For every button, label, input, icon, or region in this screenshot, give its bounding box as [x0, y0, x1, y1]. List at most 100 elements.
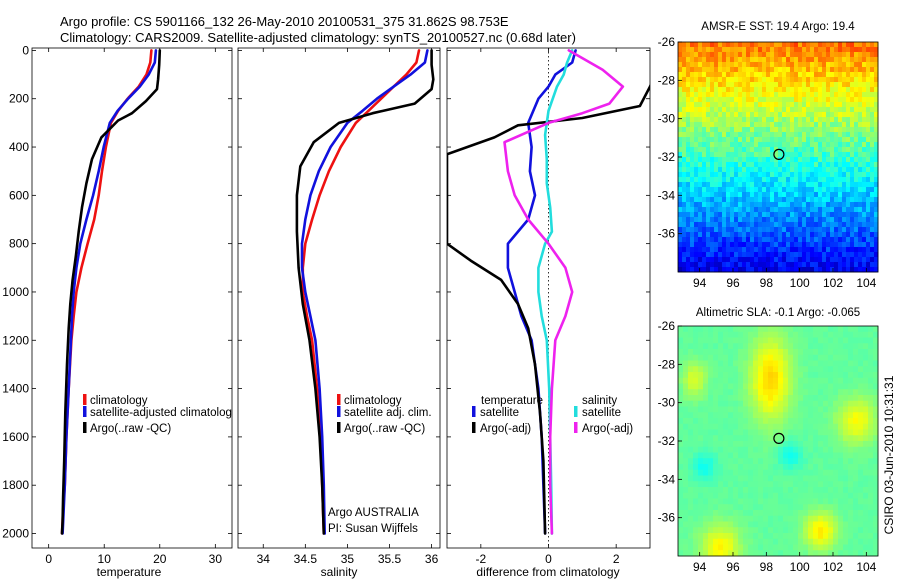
map-cell — [873, 423, 879, 430]
map-cell — [723, 429, 729, 436]
map-cell — [678, 400, 684, 407]
map-cell — [818, 122, 823, 128]
map-cell — [714, 77, 719, 83]
map-cell — [726, 187, 731, 193]
map-cell — [788, 326, 794, 333]
map-cell — [686, 262, 691, 268]
map-cell — [814, 242, 819, 248]
map-cell — [798, 527, 804, 534]
map-cell — [710, 267, 715, 273]
map-cell — [850, 102, 855, 108]
map-cell — [788, 354, 794, 361]
map-cell — [850, 147, 855, 153]
series-line-temperature-argo-adj — [447, 83, 650, 535]
map-cell — [708, 366, 714, 373]
map-cell — [702, 192, 707, 198]
map-cell — [823, 469, 829, 476]
map-cell — [718, 142, 723, 148]
map-cell — [750, 72, 755, 78]
map-cell — [862, 67, 867, 73]
map-cell — [790, 82, 795, 88]
map-cell — [863, 446, 869, 453]
map-cell — [833, 423, 839, 430]
map-cell — [678, 331, 684, 338]
map-cell — [718, 107, 723, 113]
map-cell — [738, 172, 743, 178]
map-cell — [774, 197, 779, 203]
map-cell — [808, 354, 814, 361]
map-cell — [870, 132, 875, 138]
map-cell — [854, 112, 859, 118]
map-cell — [708, 400, 714, 407]
map-cell — [706, 257, 711, 263]
x-tick-label: 34.5 — [294, 552, 318, 566]
map-cell — [858, 142, 863, 148]
map-cell — [802, 222, 807, 228]
map-cell — [742, 62, 747, 68]
map-cell — [702, 107, 707, 113]
map-cell — [738, 122, 743, 128]
map-cell — [862, 52, 867, 58]
map-cell — [826, 177, 831, 183]
legend-swatch-sal-satellite — [574, 406, 578, 417]
map-cell — [690, 97, 695, 103]
map-cell — [783, 544, 789, 551]
map-cell — [682, 47, 687, 53]
map-cell — [774, 142, 779, 148]
map-cell — [718, 435, 724, 442]
map-cell — [833, 343, 839, 350]
map-cell — [710, 102, 715, 108]
map-cell — [874, 172, 879, 178]
map-cell — [803, 412, 809, 419]
map-cell — [742, 82, 747, 88]
map-cell — [730, 182, 735, 188]
map-cell — [688, 538, 694, 545]
map-cell — [678, 475, 684, 482]
map-cell — [802, 197, 807, 203]
map-cell — [734, 107, 739, 113]
map-cell — [688, 487, 694, 494]
map-cell — [813, 527, 819, 534]
map-cell — [854, 72, 859, 78]
legend-label-argo: Argo(..raw -QC) — [344, 423, 425, 435]
map-cell — [858, 157, 863, 163]
map-cell — [683, 487, 689, 494]
map-cell — [694, 227, 699, 233]
map-cell — [822, 197, 827, 203]
map-cell — [738, 187, 743, 193]
map-cell — [773, 343, 779, 350]
map-cell — [798, 57, 803, 63]
map-cell — [763, 464, 769, 471]
map-cell — [810, 137, 815, 143]
map-cell — [698, 469, 704, 476]
map-cell — [718, 162, 723, 168]
map-cell — [726, 42, 731, 48]
map-cell — [738, 212, 743, 218]
map-cell — [758, 162, 763, 168]
map-cell — [862, 242, 867, 248]
map-cell — [770, 267, 775, 273]
map-cell — [738, 177, 743, 183]
map-cell — [823, 360, 829, 367]
map-cell — [803, 452, 809, 459]
map-cell — [793, 372, 799, 379]
map-cell — [726, 102, 731, 108]
map-cell — [678, 267, 683, 273]
map-cell — [873, 343, 879, 350]
map-cell — [838, 349, 844, 356]
map-cell — [793, 331, 799, 338]
map-cell — [774, 47, 779, 53]
map-cell — [723, 510, 729, 517]
map-cell — [808, 510, 814, 517]
map-cell — [842, 72, 847, 78]
map-cell — [698, 446, 704, 453]
map-cell — [854, 87, 859, 93]
map-cell — [842, 137, 847, 143]
map-cell — [858, 132, 863, 138]
map-cell — [802, 112, 807, 118]
map-cell — [798, 464, 804, 471]
map-cell — [718, 67, 723, 73]
map-cell — [734, 62, 739, 68]
map-cell — [858, 498, 864, 505]
map-cell — [783, 400, 789, 407]
